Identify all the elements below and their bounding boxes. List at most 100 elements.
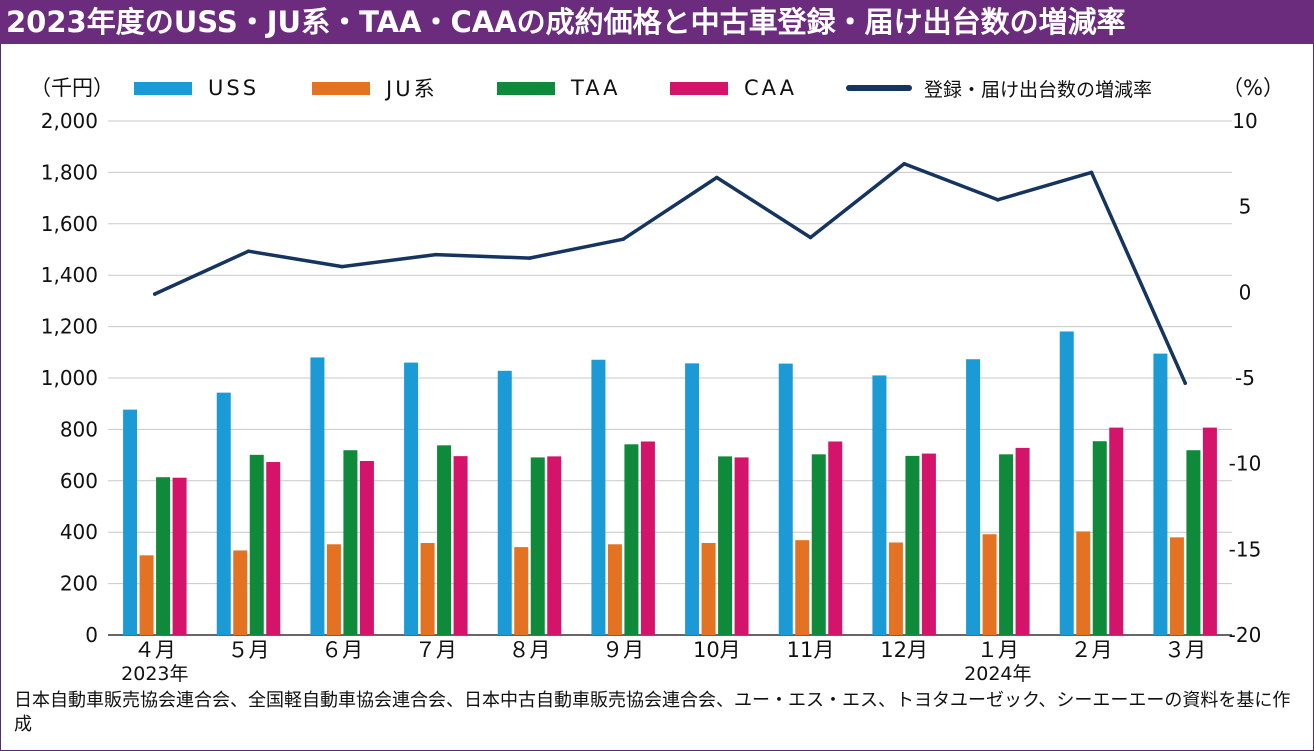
bar-caa-3 bbox=[453, 456, 468, 635]
right-tick-label: 0 bbox=[1239, 280, 1252, 304]
x-tick-label: ３月 bbox=[1164, 638, 1206, 662]
bar-caa-5 bbox=[640, 441, 655, 635]
bar-taa-9 bbox=[999, 454, 1014, 635]
bar-uss-6 bbox=[685, 363, 700, 635]
legend-item-ju: JU系 bbox=[312, 74, 438, 102]
left-axis-unit: （千円） bbox=[30, 76, 114, 100]
bar-taa-2 bbox=[343, 450, 358, 635]
bar-ju-9 bbox=[982, 534, 997, 635]
right-tick-label: 10 bbox=[1232, 109, 1257, 133]
legend-swatch-ju bbox=[312, 81, 370, 95]
right-tick-label: 5 bbox=[1239, 195, 1252, 219]
x-tick-label: 10月 bbox=[693, 638, 741, 662]
bar-uss-5 bbox=[591, 359, 606, 635]
rate-point-10 bbox=[1089, 170, 1094, 175]
rate-point-2 bbox=[340, 264, 344, 269]
legend-label-caa: CAA bbox=[744, 76, 797, 100]
bar-caa-0 bbox=[172, 477, 187, 635]
x-tick-label: ４月 bbox=[134, 638, 176, 662]
left-tick-label: 1,200 bbox=[41, 315, 98, 339]
x-tick-label: ６月 bbox=[321, 638, 363, 662]
x-tick-label: 11月 bbox=[787, 638, 835, 662]
rate-point-3 bbox=[434, 252, 438, 257]
bar-ju-7 bbox=[795, 540, 810, 635]
bars bbox=[123, 331, 1217, 635]
legend-swatch-uss bbox=[134, 81, 192, 95]
chart-title: 2023年度のUSS・JU系・TAA・CAAの成約価格と中古車登録・届け出台数の… bbox=[0, 0, 1314, 44]
bar-uss-2 bbox=[310, 357, 325, 635]
bar-caa-7 bbox=[828, 441, 843, 635]
bar-taa-7 bbox=[811, 454, 826, 635]
left-tick-label: 1,400 bbox=[41, 263, 98, 287]
legend-item-caa: CAA bbox=[670, 74, 797, 102]
left-tick-label: 2,000 bbox=[41, 109, 98, 133]
bar-caa-11 bbox=[1202, 427, 1217, 635]
x-tick-label: ５月 bbox=[228, 638, 270, 662]
bar-uss-11 bbox=[1153, 353, 1168, 635]
bar-taa-0 bbox=[156, 477, 171, 635]
bar-taa-10 bbox=[1092, 441, 1107, 635]
bar-ju-1 bbox=[233, 550, 248, 635]
left-tick-label: 0 bbox=[85, 623, 98, 647]
legend-item-taa: TAA bbox=[497, 74, 621, 102]
bar-taa-1 bbox=[249, 454, 264, 635]
x-year-label: 2023年 bbox=[121, 663, 188, 685]
x-tick-label: 12月 bbox=[880, 638, 928, 662]
bar-taa-8 bbox=[905, 455, 920, 635]
gridlines bbox=[108, 120, 1232, 636]
legend-item-registration-rate: 登録・届け出台数の増減率 bbox=[846, 74, 1152, 102]
right-tick-label: -15 bbox=[1229, 537, 1262, 561]
x-tick-label: ９月 bbox=[602, 638, 644, 662]
bar-uss-1 bbox=[216, 392, 231, 635]
x-tick-label: ８月 bbox=[509, 638, 551, 662]
bar-taa-11 bbox=[1186, 450, 1201, 635]
bar-caa-4 bbox=[547, 456, 562, 635]
bar-ju-10 bbox=[1076, 531, 1091, 635]
left-tick-label: 1,600 bbox=[41, 212, 98, 236]
bar-uss-7 bbox=[778, 363, 793, 635]
rate-point-6 bbox=[715, 175, 719, 180]
rate-point-5 bbox=[621, 237, 625, 242]
bar-caa-8 bbox=[921, 453, 936, 635]
rate-line bbox=[153, 162, 1187, 385]
x-tick-label: ７月 bbox=[415, 638, 457, 662]
bar-ju-5 bbox=[607, 544, 622, 635]
bar-caa-6 bbox=[734, 457, 749, 635]
right-tick-label: -5 bbox=[1235, 366, 1255, 390]
bar-caa-2 bbox=[359, 461, 374, 635]
bar-uss-3 bbox=[404, 362, 419, 635]
rate-point-0 bbox=[153, 292, 157, 296]
left-tick-label: 200 bbox=[60, 572, 98, 596]
left-tick-label: 400 bbox=[60, 520, 98, 544]
rate-point-1 bbox=[246, 249, 251, 254]
bar-caa-9 bbox=[1015, 447, 1030, 635]
rate-point-7 bbox=[808, 235, 813, 240]
bar-ju-6 bbox=[701, 542, 716, 635]
legend-label-registration-rate: 登録・届け出台数の増減率 bbox=[924, 78, 1153, 101]
left-tick-label: 800 bbox=[60, 417, 98, 441]
legend-label-taa: TAA bbox=[571, 76, 621, 100]
bar-uss-9 bbox=[966, 359, 981, 635]
legend: （千円） USS JU系 TAA CAA 登録・届け出台数の増減率 （%） bbox=[0, 74, 1314, 102]
left-tick-label: 600 bbox=[60, 469, 98, 493]
right-tick-label: -10 bbox=[1229, 452, 1262, 476]
bar-taa-4 bbox=[530, 457, 545, 635]
bar-ju-3 bbox=[420, 542, 435, 635]
legend-item-uss: USS bbox=[134, 74, 259, 102]
x-tick-label: ２月 bbox=[1071, 638, 1113, 662]
legend-swatch-caa bbox=[670, 81, 728, 95]
left-tick-label: 1,800 bbox=[41, 160, 98, 184]
bar-caa-10 bbox=[1109, 427, 1124, 635]
bar-taa-3 bbox=[437, 445, 452, 635]
x-tick-label: １月 bbox=[977, 638, 1019, 662]
legend-label-ju: JU系 bbox=[386, 77, 438, 101]
rate-point-9 bbox=[996, 198, 1000, 202]
bar-taa-5 bbox=[624, 444, 639, 635]
bar-caa-1 bbox=[266, 462, 281, 635]
bar-ju-2 bbox=[326, 544, 341, 635]
right-axis-ticks: -20 -15 -10 -5 0 5 10 bbox=[1229, 109, 1262, 647]
left-tick-label: 1,000 bbox=[41, 366, 98, 390]
bar-ju-11 bbox=[1169, 537, 1184, 635]
